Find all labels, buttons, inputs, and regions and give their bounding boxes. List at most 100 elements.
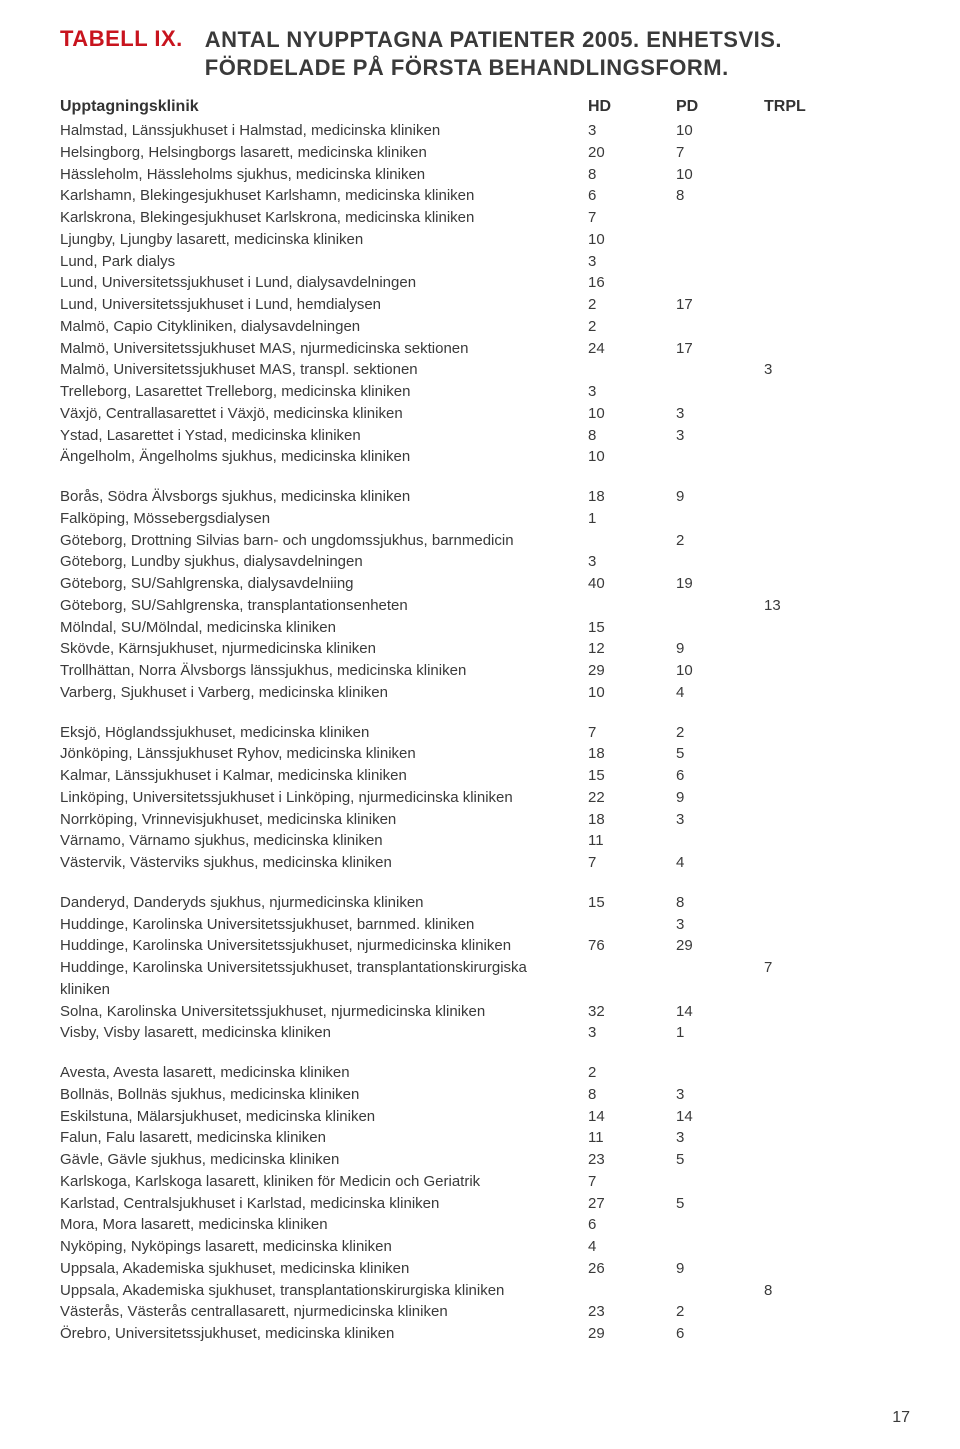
cell-trpl bbox=[764, 1106, 852, 1128]
table-row: Halmstad, Länssjukhuset i Halmstad, medi… bbox=[60, 120, 900, 142]
cell-hd: 23 bbox=[588, 1149, 676, 1171]
page: TABELL IX. ANTAL NYUPPTAGNA PATIENTER 20… bbox=[0, 0, 960, 1449]
cell-trpl bbox=[764, 1022, 852, 1044]
cell-name: Linköping, Universitetssjukhuset i Linkö… bbox=[60, 787, 588, 809]
table-row: Ängelholm, Ängelholms sjukhus, medicinsk… bbox=[60, 446, 900, 468]
cell-pd: 1 bbox=[676, 1022, 764, 1044]
cell-name: Kalmar, Länssjukhuset i Kalmar, medicins… bbox=[60, 765, 588, 787]
table-row: Karlskoga, Karlskoga lasarett, kliniken … bbox=[60, 1171, 900, 1193]
cell-name: Västervik, Västerviks sjukhus, medicinsk… bbox=[60, 852, 588, 874]
cell-hd: 7 bbox=[588, 852, 676, 874]
cell-name: Karlshamn, Blekingesjukhuset Karlshamn, … bbox=[60, 185, 588, 207]
cell-name: Göteborg, Drottning Silvias barn- och un… bbox=[60, 530, 588, 552]
table-block: Eksjö, Höglandssjukhuset, medicinska kli… bbox=[60, 722, 900, 874]
cell-pd bbox=[676, 207, 764, 229]
cell-name: Ljungby, Ljungby lasarett, medicinska kl… bbox=[60, 229, 588, 251]
table-row: Malmö, Universitetssjukhuset MAS, njurme… bbox=[60, 338, 900, 360]
cell-name: Falun, Falu lasarett, medicinska klinike… bbox=[60, 1127, 588, 1149]
cell-name: Karlskrona, Blekingesjukhuset Karlskrona… bbox=[60, 207, 588, 229]
cell-hd: 26 bbox=[588, 1258, 676, 1280]
cell-hd bbox=[588, 957, 676, 1001]
cell-trpl bbox=[764, 617, 852, 639]
cell-name: Västerås, Västerås centrallasarett, njur… bbox=[60, 1301, 588, 1323]
cell-trpl bbox=[764, 638, 852, 660]
cell-name: Visby, Visby lasarett, medicinska klinik… bbox=[60, 1022, 588, 1044]
cell-pd bbox=[676, 830, 764, 852]
cell-hd: 22 bbox=[588, 787, 676, 809]
cell-hd: 14 bbox=[588, 1106, 676, 1128]
table-row: Malmö, Capio Citykliniken, dialysavdelni… bbox=[60, 316, 900, 338]
cell-name: Solna, Karolinska Universitetssjukhuset,… bbox=[60, 1001, 588, 1023]
cell-name: Lund, Park dialys bbox=[60, 251, 588, 273]
cell-name: Lund, Universitetssjukhuset i Lund, dial… bbox=[60, 272, 588, 294]
cell-name: Varberg, Sjukhuset i Varberg, medicinska… bbox=[60, 682, 588, 704]
cell-name: Gävle, Gävle sjukhus, medicinska klinike… bbox=[60, 1149, 588, 1171]
cell-name: Trelleborg, Lasarettet Trelleborg, medic… bbox=[60, 381, 588, 403]
table-row: Göteborg, Lundby sjukhus, dialysavdelnin… bbox=[60, 551, 900, 573]
col-header-clinic: Upptagningsklinik bbox=[60, 95, 588, 118]
table-row: Bollnäs, Bollnäs sjukhus, medicinska kli… bbox=[60, 1084, 900, 1106]
cell-hd: 16 bbox=[588, 272, 676, 294]
cell-hd bbox=[588, 530, 676, 552]
cell-name: Avesta, Avesta lasarett, medicinska klin… bbox=[60, 1062, 588, 1084]
cell-pd: 5 bbox=[676, 743, 764, 765]
cell-name: Huddinge, Karolinska Universitetssjukhus… bbox=[60, 935, 588, 957]
cell-name: Göteborg, SU/Sahlgrenska, dialysavdelnii… bbox=[60, 573, 588, 595]
cell-hd: 32 bbox=[588, 1001, 676, 1023]
table-row: Huddinge, Karolinska Universitetssjukhus… bbox=[60, 914, 900, 936]
title-line-2: FÖRDELADE PÅ FÖRSTA BEHANDLINGSFORM. bbox=[205, 55, 729, 80]
table-row: Hässleholm, Hässleholms sjukhus, medicin… bbox=[60, 164, 900, 186]
cell-trpl bbox=[764, 914, 852, 936]
cell-pd bbox=[676, 508, 764, 530]
table: Upptagningsklinik HD PD TRPL Halmstad, L… bbox=[60, 95, 900, 1345]
table-row: Kalmar, Länssjukhuset i Kalmar, medicins… bbox=[60, 765, 900, 787]
cell-hd: 6 bbox=[588, 1214, 676, 1236]
cell-name: Eskilstuna, Mälarsjukhuset, medicinska k… bbox=[60, 1106, 588, 1128]
cell-pd bbox=[676, 957, 764, 1001]
cell-hd: 11 bbox=[588, 830, 676, 852]
cell-pd: 9 bbox=[676, 638, 764, 660]
table-row: Växjö, Centrallasarettet i Växjö, medici… bbox=[60, 403, 900, 425]
cell-trpl bbox=[764, 1323, 852, 1345]
table-row: Lund, Universitetssjukhuset i Lund, dial… bbox=[60, 272, 900, 294]
cell-name: Karlskoga, Karlskoga lasarett, kliniken … bbox=[60, 1171, 588, 1193]
cell-pd: 3 bbox=[676, 425, 764, 447]
table-row: Värnamo, Värnamo sjukhus, medicinska kli… bbox=[60, 830, 900, 852]
cell-trpl: 13 bbox=[764, 595, 852, 617]
cell-pd: 4 bbox=[676, 682, 764, 704]
table-row: Karlskrona, Blekingesjukhuset Karlskrona… bbox=[60, 207, 900, 229]
cell-trpl bbox=[764, 1258, 852, 1280]
cell-name: Göteborg, SU/Sahlgrenska, transplantatio… bbox=[60, 595, 588, 617]
cell-hd: 8 bbox=[588, 164, 676, 186]
cell-hd: 2 bbox=[588, 294, 676, 316]
cell-hd: 4 bbox=[588, 1236, 676, 1258]
cell-trpl bbox=[764, 660, 852, 682]
table-row: Gävle, Gävle sjukhus, medicinska klinike… bbox=[60, 1149, 900, 1171]
cell-name: Värnamo, Värnamo sjukhus, medicinska kli… bbox=[60, 830, 588, 852]
cell-hd: 7 bbox=[588, 722, 676, 744]
cell-trpl: 3 bbox=[764, 359, 852, 381]
cell-pd bbox=[676, 316, 764, 338]
cell-pd: 5 bbox=[676, 1193, 764, 1215]
table-label: TABELL IX. bbox=[60, 26, 183, 52]
cell-name: Trollhättan, Norra Älvsborgs länssjukhus… bbox=[60, 660, 588, 682]
cell-trpl bbox=[764, 935, 852, 957]
cell-hd: 12 bbox=[588, 638, 676, 660]
table-block: Halmstad, Länssjukhuset i Halmstad, medi… bbox=[60, 120, 900, 468]
cell-pd bbox=[676, 359, 764, 381]
table-row: Eskilstuna, Mälarsjukhuset, medicinska k… bbox=[60, 1106, 900, 1128]
cell-trpl bbox=[764, 251, 852, 273]
cell-name: Huddinge, Karolinska Universitetssjukhus… bbox=[60, 914, 588, 936]
cell-trpl: 8 bbox=[764, 1280, 852, 1302]
cell-name: Skövde, Kärnsjukhuset, njurmedicinska kl… bbox=[60, 638, 588, 660]
cell-hd: 11 bbox=[588, 1127, 676, 1149]
cell-trpl bbox=[764, 446, 852, 468]
cell-name: Norrköping, Vrinnevisjukhuset, medicinsk… bbox=[60, 809, 588, 831]
table-row: Skövde, Kärnsjukhuset, njurmedicinska kl… bbox=[60, 638, 900, 660]
cell-hd: 23 bbox=[588, 1301, 676, 1323]
cell-hd: 1 bbox=[588, 508, 676, 530]
cell-name: Bollnäs, Bollnäs sjukhus, medicinska kli… bbox=[60, 1084, 588, 1106]
cell-hd: 10 bbox=[588, 403, 676, 425]
table-row: Ystad, Lasarettet i Ystad, medicinska kl… bbox=[60, 425, 900, 447]
cell-hd: 3 bbox=[588, 1022, 676, 1044]
